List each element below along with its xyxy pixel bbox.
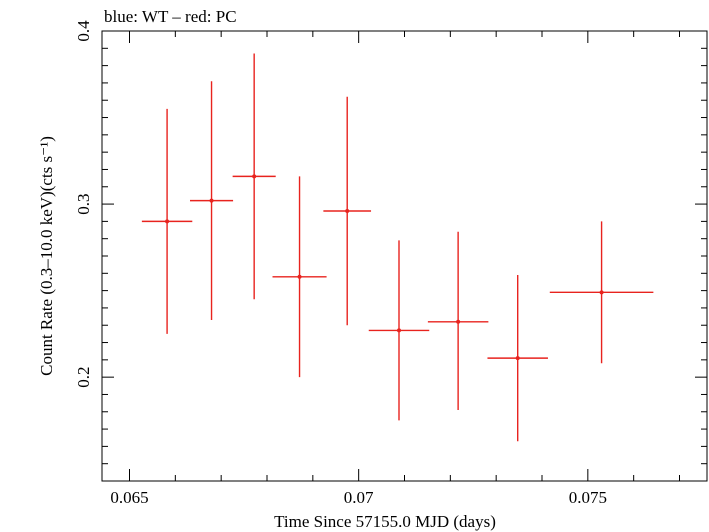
axis-ticks (102, 30, 707, 481)
data-point-pc (232, 53, 276, 300)
data-point-pc (368, 240, 430, 421)
point-marker (165, 219, 170, 224)
point-marker (397, 328, 401, 333)
y-tick-label: 0.3 (74, 193, 93, 214)
y-tick-label: 0.4 (74, 20, 93, 42)
data-point-pc (272, 176, 327, 378)
x-tick-label: 0.065 (110, 488, 148, 507)
x-tick-label: 0.07 (344, 488, 374, 507)
axis-tick-labels: 0.065 0.07 0.075 0.2 0.3 0.4 (74, 20, 607, 507)
point-marker (297, 274, 302, 279)
plot-frame (101, 30, 708, 482)
point-marker (252, 174, 257, 179)
point-marker (456, 319, 461, 324)
data-points (141, 53, 654, 442)
point-marker (599, 290, 604, 295)
y-axis-label: Count Rate (0.3–10.0 keV)(cts s⁻¹) (37, 136, 56, 376)
point-marker (515, 356, 520, 361)
y-tick-label: 0.2 (74, 367, 93, 388)
data-point-pc (141, 108, 193, 334)
data-point-pc (487, 275, 548, 442)
x-tick-label: 0.075 (569, 488, 607, 507)
x-axis-label: Time Since 57155.0 MJD (days) (274, 512, 496, 531)
data-point-pc (190, 81, 234, 321)
point-marker (209, 198, 214, 203)
data-point-pc (549, 221, 654, 364)
point-marker (345, 209, 350, 213)
data-point-pc (323, 96, 372, 326)
data-point-pc (427, 231, 489, 411)
chart-title: blue: WT – red: PC (104, 7, 237, 26)
